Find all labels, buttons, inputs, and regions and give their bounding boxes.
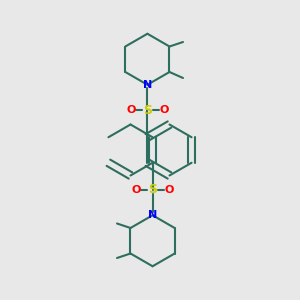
Text: S: S <box>148 183 157 196</box>
Text: S: S <box>143 104 152 117</box>
Text: O: O <box>159 105 169 115</box>
Text: O: O <box>164 185 174 195</box>
Text: O: O <box>131 185 141 195</box>
Text: O: O <box>126 105 136 115</box>
Text: N: N <box>143 80 152 90</box>
Text: N: N <box>148 210 157 220</box>
